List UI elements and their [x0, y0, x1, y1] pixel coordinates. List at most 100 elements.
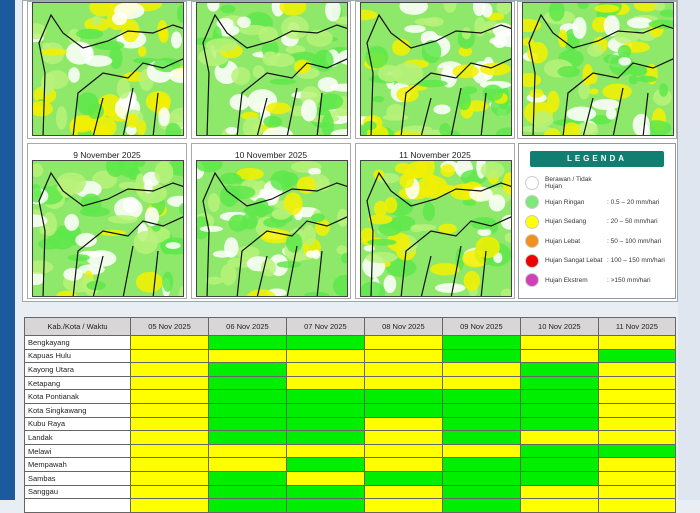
- legend-swatch: [525, 273, 539, 288]
- forecast-cell: [130, 484, 209, 500]
- legend-item: Hujan Lebat: 50 – 100 mm/hari: [519, 232, 675, 252]
- forecast-cell: [285, 362, 365, 377]
- rainfall-map: [360, 160, 512, 297]
- forecast-cell: [285, 430, 365, 445]
- forecast-cell: [441, 389, 521, 404]
- forecast-cell: [519, 470, 599, 486]
- forecast-cell: [597, 389, 677, 404]
- column-header: 06 Nov 2025: [207, 317, 287, 336]
- forecast-cell: [285, 335, 365, 350]
- forecast-cell: [285, 375, 365, 391]
- forecast-cell: [519, 457, 599, 472]
- forecast-cell: [519, 375, 599, 391]
- rainfall-map-tile: [27, 1, 187, 139]
- forecast-cell: [363, 389, 443, 404]
- forecast-cell: [130, 470, 209, 486]
- forecast-cell: [441, 375, 521, 391]
- forecast-cell: [597, 470, 677, 486]
- forecast-cell: [130, 389, 209, 404]
- table-row: Ketapang: [24, 375, 677, 391]
- region-name: Mempawah: [24, 457, 131, 472]
- region-name: Kapuas Hulu: [24, 348, 131, 364]
- forecast-cell: [207, 362, 287, 377]
- forecast-cell: [363, 457, 443, 472]
- region-name: Kota Singkawang: [24, 402, 131, 418]
- forecast-cell: [285, 416, 365, 432]
- forecast-cell: [597, 498, 677, 513]
- table-row: Kubu Raya: [24, 416, 677, 432]
- forecast-cell: [597, 484, 677, 500]
- forecast-cell: [441, 416, 521, 432]
- rainfall-map-tile: [355, 1, 515, 139]
- forecast-cell: [207, 375, 287, 391]
- legend-label: Hujan Ringan: [545, 198, 585, 206]
- column-header: 10 Nov 2025: [519, 317, 599, 336]
- forecast-cell: [207, 402, 287, 418]
- region-name: Melawi: [24, 443, 131, 459]
- forecast-cell: [207, 348, 287, 364]
- region-name: Sanggau: [24, 484, 131, 500]
- region-name: Sambas: [24, 470, 131, 486]
- table-row: Sanggau: [24, 484, 677, 500]
- forecast-cell: [207, 389, 287, 404]
- legend-item: Hujan Sedang: 20 – 50 mm/hari: [519, 212, 675, 232]
- legend-label: Hujan Sangat Lebat: [545, 257, 603, 265]
- forecast-cell: [519, 430, 599, 445]
- forecast-cell: [130, 362, 209, 377]
- legend-range: : 50 – 100 mm/hari: [607, 237, 662, 245]
- table-row: Kota Pontianak: [24, 389, 677, 404]
- forecast-maps-panel: LEGENDA Berawan / Tidak Hujan Hujan Ringa…: [22, 0, 678, 302]
- forecast-cell: [363, 375, 443, 391]
- forecast-cell: [207, 457, 287, 472]
- rainfall-map: [32, 2, 184, 136]
- legend-swatch: [525, 234, 539, 249]
- rainfall-map-tile: [517, 1, 677, 139]
- legend: LEGENDA Berawan / Tidak Hujan Hujan Ringa…: [518, 143, 676, 299]
- legend-range: : >150 mm/hari: [607, 276, 651, 284]
- forecast-cell: [130, 416, 209, 432]
- region-name: Bengkayang: [24, 335, 131, 350]
- table-row: Kota Singkawang: [24, 402, 677, 418]
- forecast-cell: [130, 430, 209, 445]
- forecast-cell: [363, 348, 443, 364]
- forecast-cell: [285, 457, 365, 472]
- forecast-cell: [519, 443, 599, 459]
- column-header: 05 Nov 2025: [130, 317, 209, 336]
- forecast-cell: [207, 335, 287, 350]
- forecast-cell: [130, 375, 209, 391]
- map-date-title: 10 November 2025: [234, 150, 308, 160]
- rainfall-map-tile: 11 November 2025: [355, 143, 515, 299]
- table-row: Kayong Utara: [24, 362, 677, 377]
- forecast-cell: [285, 348, 365, 364]
- forecast-cell: [597, 416, 677, 432]
- forecast-cell: [285, 402, 365, 418]
- table-row: Kapuas Hulu: [24, 348, 677, 364]
- map-date-title: 9 November 2025: [73, 150, 141, 160]
- forecast-cell: [207, 416, 287, 432]
- forecast-table: Kab./Kota / Waktu 05 Nov 2025 06 Nov 2025 0…: [24, 317, 677, 513]
- region-name: Landak: [24, 430, 131, 445]
- forecast-cell: [285, 498, 365, 513]
- forecast-cell: [207, 430, 287, 445]
- forecast-cell: [207, 498, 287, 513]
- region-name: [24, 498, 131, 513]
- forecast-cell: [519, 402, 599, 418]
- legend-range: : 20 – 50 mm/hari: [607, 218, 658, 226]
- forecast-cell: [441, 335, 521, 350]
- forecast-cell: [363, 402, 443, 418]
- forecast-cell: [441, 443, 521, 459]
- forecast-cell: [130, 457, 209, 472]
- rainfall-map: [32, 160, 184, 297]
- forecast-cell: [363, 498, 443, 513]
- forecast-cell: [519, 498, 599, 513]
- table-row: [24, 498, 677, 513]
- rainfall-map: [360, 2, 512, 136]
- legend-title: LEGENDA: [530, 151, 664, 167]
- region-name: Ketapang: [24, 375, 131, 391]
- forecast-cell: [597, 362, 677, 377]
- legend-swatch: [525, 214, 539, 229]
- forecast-cell: [441, 457, 521, 472]
- forecast-cell: [519, 389, 599, 404]
- legend-item: Hujan Ekstrem: >150 mm/hari: [519, 271, 675, 291]
- table-row: Sambas: [24, 470, 677, 486]
